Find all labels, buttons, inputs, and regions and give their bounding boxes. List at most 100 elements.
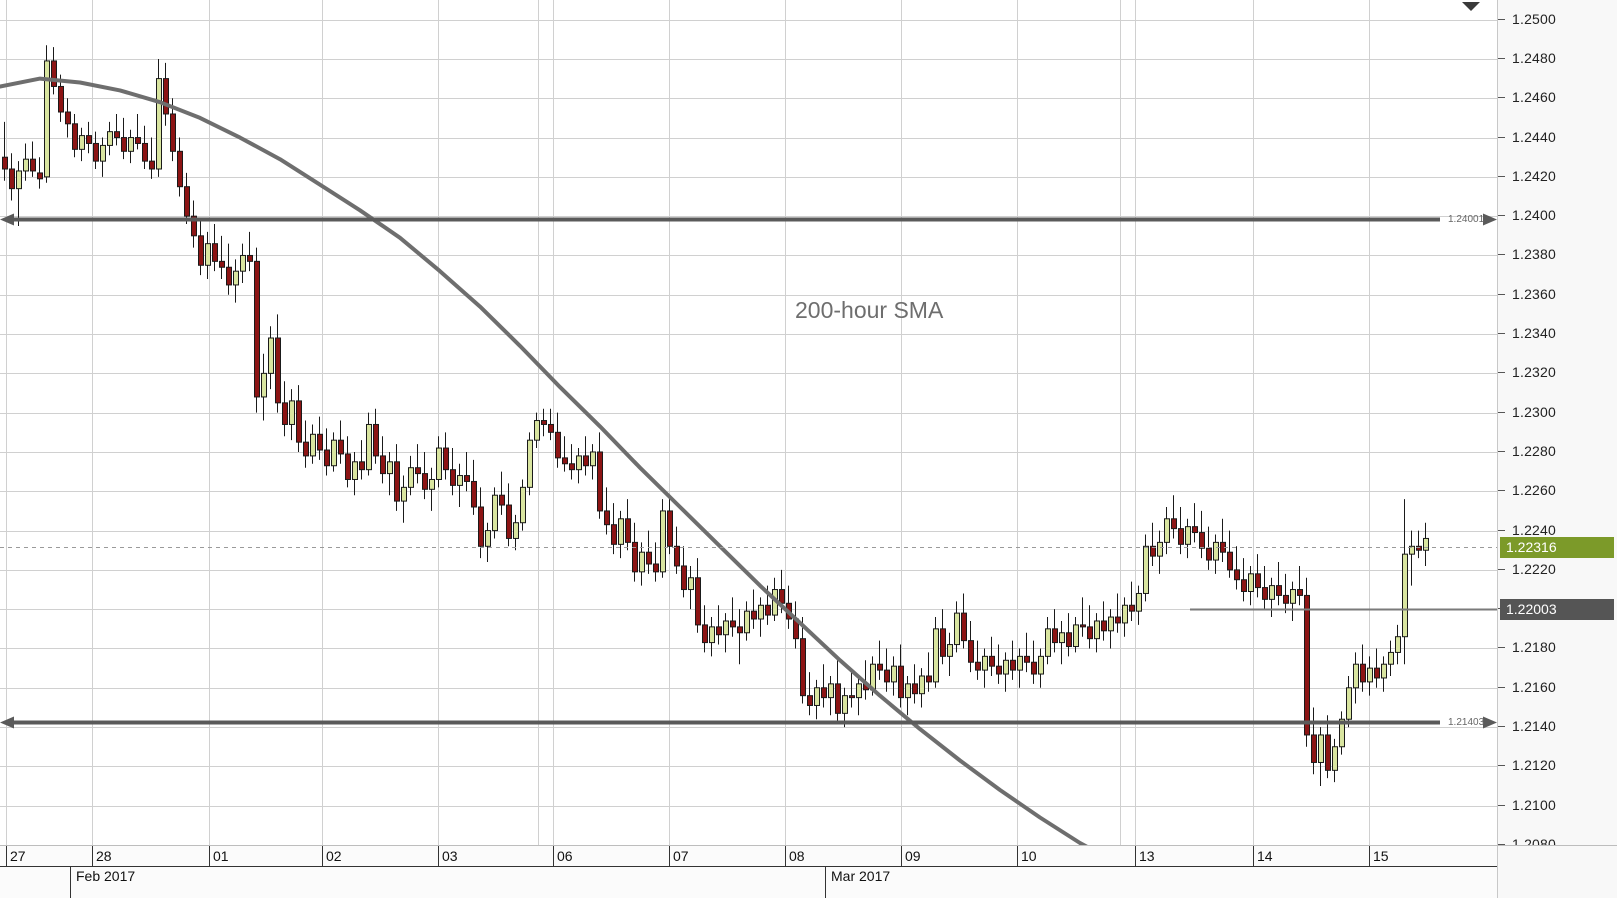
tick-mark	[1498, 805, 1505, 806]
date-separator	[322, 846, 323, 866]
price-tick-label: 1.2100	[1512, 797, 1557, 813]
tick-mark	[1498, 844, 1505, 845]
tick-mark	[1498, 451, 1505, 452]
price-tick-label: 1.2480	[1512, 50, 1557, 66]
price-tick-label: 1.2500	[1512, 11, 1557, 27]
sma-value-badge[interactable]: 1.22003	[1500, 599, 1614, 620]
date-tick-label: 10	[1021, 848, 1037, 864]
price-tick-label: 1.2300	[1512, 404, 1557, 420]
price-tick: 1.2440	[1498, 129, 1617, 145]
chart-plot-area[interactable]	[0, 0, 1497, 845]
price-tick-label: 1.2420	[1512, 168, 1557, 184]
price-tick: 1.2400	[1498, 207, 1617, 223]
date-tick-label: 09	[905, 848, 921, 864]
date-separator	[553, 846, 554, 866]
tick-mark	[1498, 176, 1505, 177]
price-tick-label: 1.2320	[1512, 364, 1557, 380]
date-separator	[1369, 846, 1370, 866]
price-tick: 1.2260	[1498, 482, 1617, 498]
price-tick: 1.2280	[1498, 443, 1617, 459]
month-label: Mar 2017	[831, 868, 891, 884]
month-band: Feb 2017 Mar 2017	[0, 866, 1497, 898]
crosshair-marker-icon	[1462, 2, 1480, 11]
date-tick-label: 03	[442, 848, 458, 864]
price-tick-label: 1.2120	[1512, 757, 1557, 773]
price-tick: 1.2180	[1498, 639, 1617, 655]
price-tick: 1.2100	[1498, 797, 1617, 813]
price-tick-label: 1.2360	[1512, 286, 1557, 302]
month-label: Feb 2017	[76, 868, 136, 884]
tick-mark	[1498, 58, 1505, 59]
date-axis[interactable]: Feb 2017 Mar 2017 27 28 01 02 03 06 07 08 09 10 13 1…	[0, 845, 1497, 898]
price-tick: 1.2380	[1498, 246, 1617, 262]
chart-canvas	[0, 0, 1497, 845]
tick-mark	[1498, 490, 1505, 491]
date-separator	[901, 846, 902, 866]
date-tick-label: 07	[673, 848, 689, 864]
month-separator	[70, 867, 71, 898]
date-separator	[1135, 846, 1136, 866]
level-label-support: 1.21403	[1448, 717, 1485, 728]
tick-mark	[1498, 294, 1505, 295]
price-tick-label: 1.2260	[1512, 482, 1557, 498]
price-tick: 1.2240	[1498, 522, 1617, 538]
price-tick: 1.2160	[1498, 679, 1617, 695]
date-tick-label: 15	[1373, 848, 1389, 864]
tick-mark	[1498, 412, 1505, 413]
tick-mark	[1498, 726, 1505, 727]
date-tick-label: 27	[10, 848, 26, 864]
date-tick-label: 02	[326, 848, 342, 864]
tick-mark	[1498, 647, 1505, 648]
date-tick-label: 08	[789, 848, 805, 864]
price-tick: 1.2340	[1498, 325, 1617, 341]
date-tick-label: 14	[1257, 848, 1273, 864]
date-tick-label: 13	[1139, 848, 1155, 864]
date-separator	[209, 846, 210, 866]
date-tick-label: 06	[557, 848, 573, 864]
price-tick: 1.2300	[1498, 404, 1617, 420]
price-tick-label: 1.2460	[1512, 89, 1557, 105]
date-tick-label: 01	[213, 848, 229, 864]
price-tick: 1.2460	[1498, 89, 1617, 105]
price-axis[interactable]: 1.2500 1.2480 1.2460 1.2440 1.2420 1.2400 1.23…	[1497, 0, 1617, 852]
price-tick-label: 1.2400	[1512, 207, 1557, 223]
tick-mark	[1498, 530, 1505, 531]
tick-mark	[1498, 372, 1505, 373]
tick-mark	[1498, 137, 1505, 138]
tick-mark	[1498, 569, 1505, 570]
tick-mark	[1498, 215, 1505, 216]
price-tick-label: 1.2160	[1512, 679, 1557, 695]
date-separator	[6, 846, 7, 866]
tick-mark	[1498, 687, 1505, 688]
level-label-resistance: 1.24001	[1448, 214, 1485, 225]
price-tick: 1.2360	[1498, 286, 1617, 302]
date-separator	[785, 846, 786, 866]
month-separator	[825, 867, 826, 898]
date-separator	[1017, 846, 1018, 866]
tick-mark	[1498, 765, 1505, 766]
tick-mark	[1498, 19, 1505, 20]
price-tick: 1.2120	[1498, 757, 1617, 773]
price-tick-label: 1.2280	[1512, 443, 1557, 459]
price-tick: 1.2220	[1498, 561, 1617, 577]
price-tick-label: 1.2380	[1512, 246, 1557, 262]
date-tick-label: 28	[96, 848, 112, 864]
tick-mark	[1498, 254, 1505, 255]
price-tick: 1.2140	[1498, 718, 1617, 734]
price-tick: 1.2320	[1498, 364, 1617, 380]
last-price-badge[interactable]: 1.22316	[1500, 537, 1614, 558]
tick-mark	[1498, 97, 1505, 98]
price-tick: 1.2420	[1498, 168, 1617, 184]
sma-annotation-label: 200-hour SMA	[795, 297, 944, 323]
price-tick-label: 1.2220	[1512, 561, 1557, 577]
price-tick-label: 1.2140	[1512, 718, 1557, 734]
price-tick-label: 1.2440	[1512, 129, 1557, 145]
date-separator	[438, 846, 439, 866]
tick-mark	[1498, 333, 1505, 334]
price-tick-label: 1.2240	[1512, 522, 1557, 538]
date-separator	[92, 846, 93, 866]
date-separator	[669, 846, 670, 866]
price-tick-label: 1.2180	[1512, 639, 1557, 655]
date-separator	[1253, 846, 1254, 866]
